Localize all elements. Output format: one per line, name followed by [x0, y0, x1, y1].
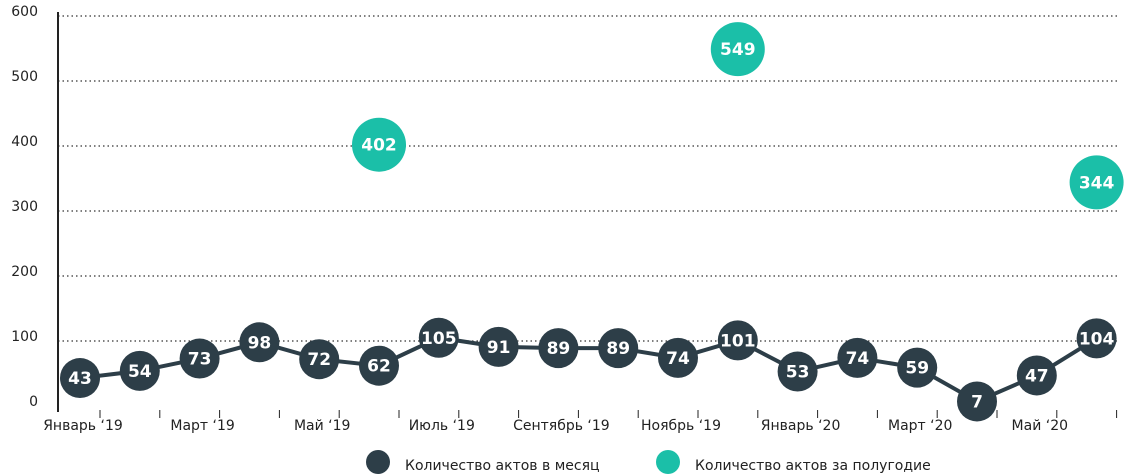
value-label: 59 [905, 359, 929, 379]
x-tick-label: Сентябрь ‘19 [513, 418, 610, 434]
value-label: 105 [421, 329, 457, 349]
chart: 0 100 200 300 400 500 600 Январь ‘19 Март ‘19 Май… [0, 0, 1125, 475]
value-label: 7 [971, 392, 983, 412]
x-tick-label: Март ‘20 [888, 418, 952, 434]
x-tick-label: Май ‘20 [1012, 418, 1068, 434]
value-label: 73 [188, 350, 212, 370]
value-label: 53 [786, 363, 810, 383]
y-tick-label: 400 [11, 134, 38, 150]
value-label: 43 [68, 369, 92, 389]
value-label: 74 [846, 349, 870, 369]
y-tick-label: 0 [29, 394, 38, 410]
x-tick-label: Январь ‘20 [761, 418, 841, 434]
value-label: 74 [666, 349, 690, 369]
legend-label: Количество актов за полугодие [695, 458, 931, 474]
value-label: 104 [1079, 329, 1115, 349]
value-label: 72 [307, 350, 331, 370]
value-label: 89 [547, 339, 571, 359]
y-tick-label: 500 [11, 69, 38, 85]
series-line [80, 338, 1097, 402]
legend-swatch [656, 450, 680, 474]
y-tick-label: 300 [11, 199, 38, 215]
x-tick-label: Ноябрь ‘19 [641, 418, 721, 434]
y-tick-label: 600 [11, 4, 38, 20]
x-tick-label: Март ‘19 [170, 418, 234, 434]
x-tick-label: Май ‘19 [294, 418, 350, 434]
y-tick-label: 100 [11, 329, 38, 345]
value-label: 549 [720, 40, 756, 60]
value-label: 89 [606, 339, 630, 359]
value-label: 344 [1079, 173, 1115, 193]
value-label: 54 [128, 362, 152, 382]
value-label: 91 [487, 338, 511, 358]
x-tick-label: Январь ‘19 [43, 418, 123, 434]
value-label: 62 [367, 357, 391, 377]
value-label: 47 [1025, 366, 1049, 386]
value-label: 101 [720, 331, 756, 351]
legend-swatch [366, 450, 390, 474]
value-label: 402 [361, 136, 397, 156]
legend-label: Количество актов в месяц [405, 458, 600, 474]
y-tick-label: 200 [11, 264, 38, 280]
value-label: 98 [248, 333, 272, 353]
x-tick-label: Июль ‘19 [409, 418, 475, 434]
